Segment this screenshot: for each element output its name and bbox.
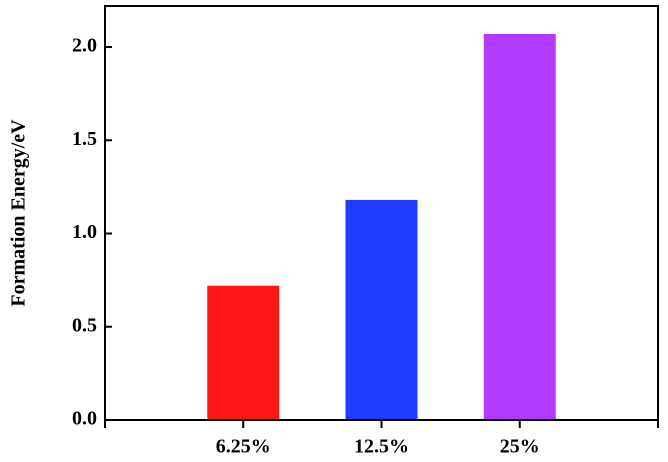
y-tick-label: 0.0 <box>72 408 97 430</box>
y-tick-label: 1.0 <box>72 221 97 243</box>
x-tick-label: 6.25% <box>216 436 271 458</box>
y-tick-label: 2.0 <box>72 35 97 57</box>
bar <box>483 33 556 421</box>
x-tick-label: 12.5% <box>354 436 409 458</box>
bar <box>345 199 418 420</box>
y-axis-title: Formation Energy/eV <box>8 119 30 307</box>
y-tick-label: 1.5 <box>72 128 97 150</box>
plot-frame <box>104 5 659 421</box>
x-tick-label: 25% <box>500 436 540 458</box>
y-tick-label: 0.5 <box>72 314 97 336</box>
bar <box>207 285 280 420</box>
